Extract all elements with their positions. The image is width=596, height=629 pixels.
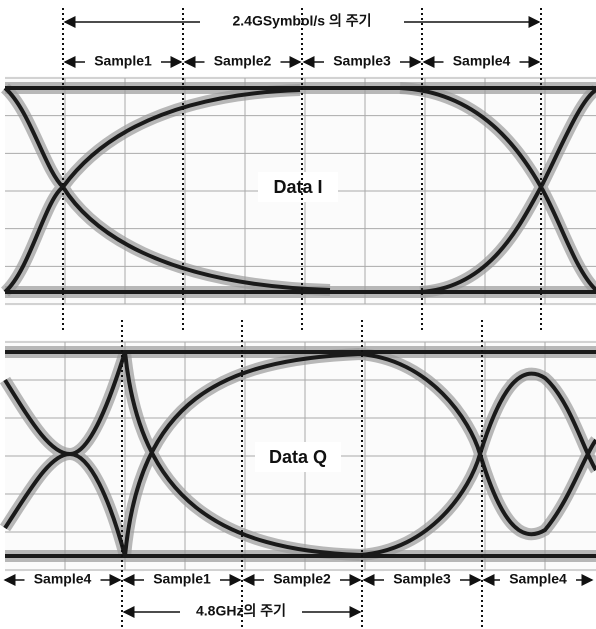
sample-label: Sample3 (333, 53, 391, 69)
sample-label: Sample4 (509, 571, 567, 587)
eye-label: Data I (273, 177, 322, 197)
eye-label: Data Q (269, 447, 327, 467)
sample-label: Sample1 (94, 53, 152, 69)
sample-label: Sample3 (393, 571, 451, 587)
sample-label: Sample1 (153, 571, 211, 587)
sample-label: Sample2 (273, 571, 331, 587)
period-label: 2.4GSymbol/s 의 주기 (232, 13, 371, 29)
sample-label: Sample4 (34, 571, 92, 587)
eye-diagram: Data I Data Q 2.4GSymbol/s 의 주기 4.8GHz의 … (0, 0, 596, 629)
sample-label: Sample2 (214, 53, 272, 69)
sample-label: Sample4 (453, 53, 511, 69)
